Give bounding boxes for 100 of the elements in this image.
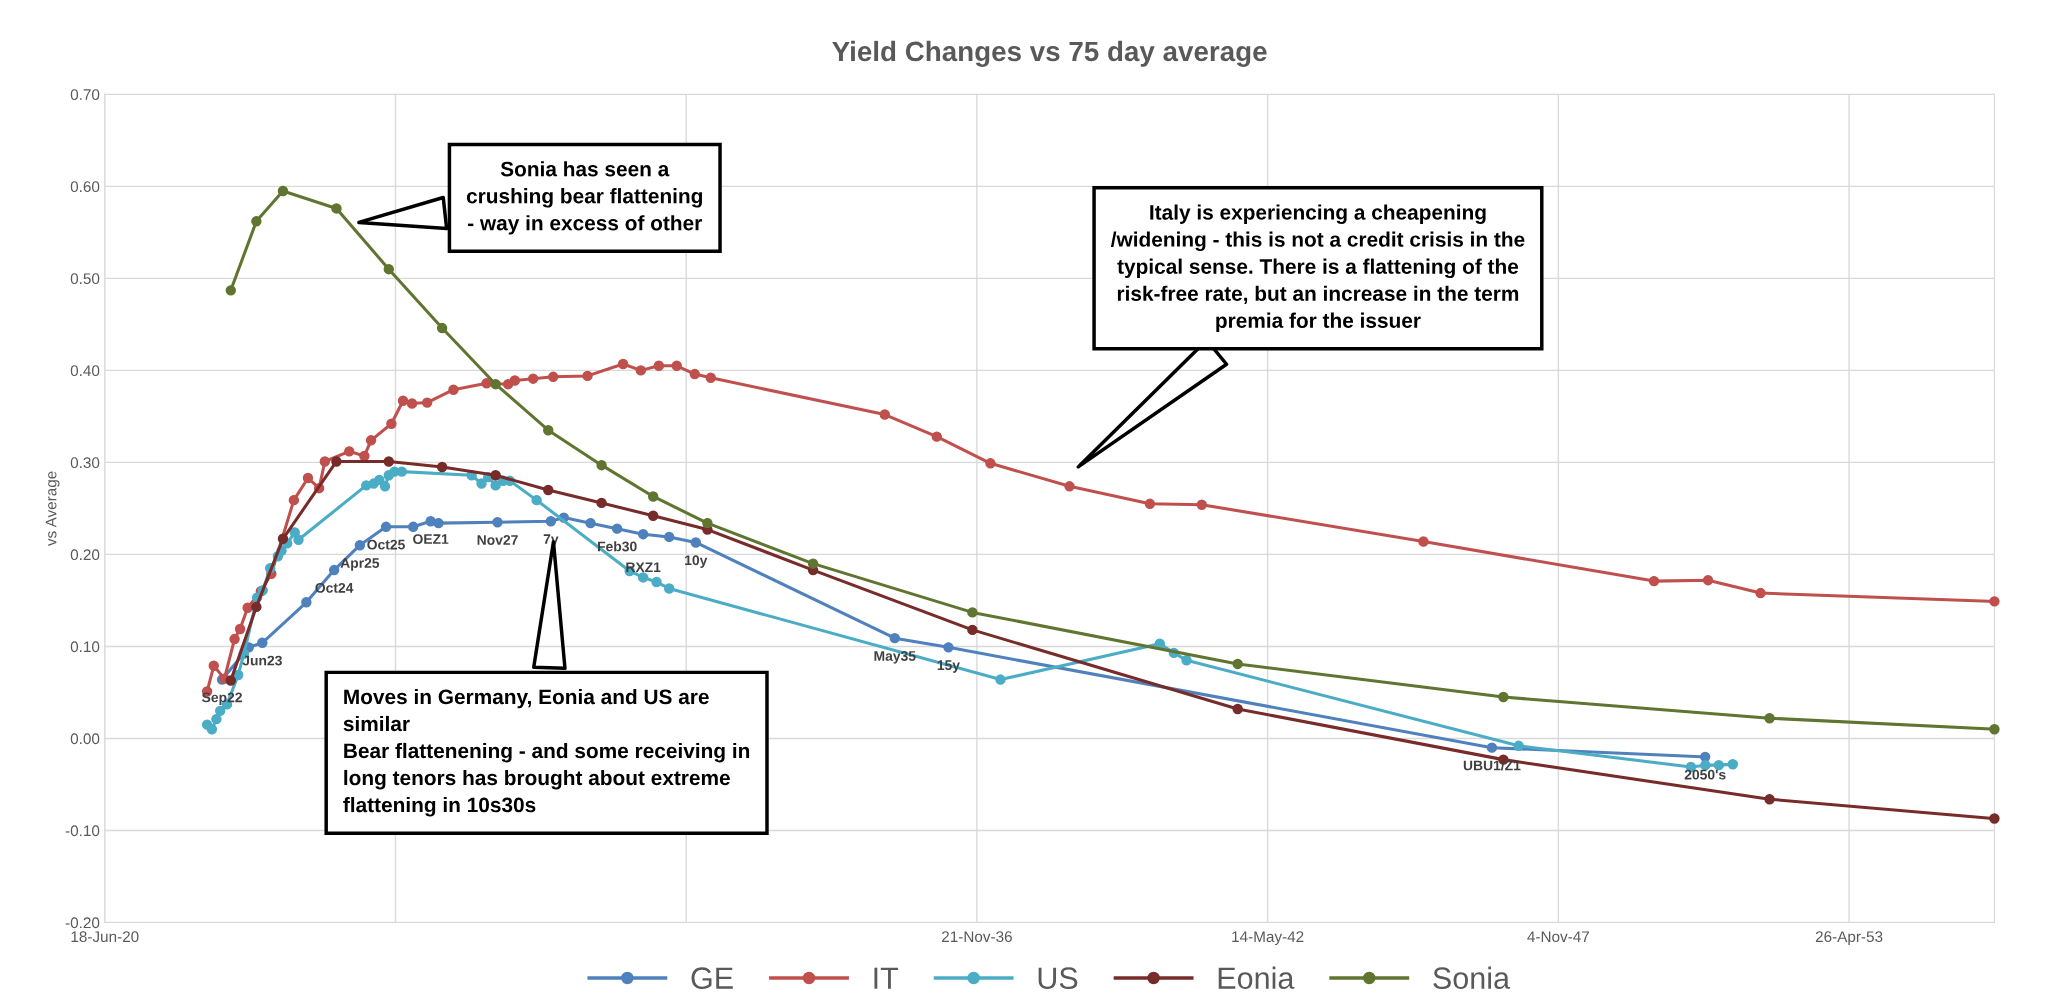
point bbox=[531, 494, 542, 506]
point bbox=[1513, 740, 1524, 752]
y-tick-label: -0.10 bbox=[65, 825, 100, 837]
point bbox=[1727, 759, 1739, 770]
point bbox=[967, 624, 978, 636]
point bbox=[383, 263, 394, 275]
point bbox=[663, 583, 675, 594]
point bbox=[225, 285, 236, 296]
point bbox=[807, 558, 819, 569]
point bbox=[386, 418, 397, 429]
point bbox=[1648, 575, 1660, 587]
annotation: Nov27 bbox=[477, 535, 518, 545]
annotation: Moves in Germany, Eonia and US are similar Bear flattenening - and some receiving in long tenors has brought about extreme flattening in 10s30s bbox=[343, 688, 750, 817]
point bbox=[985, 458, 996, 469]
point bbox=[208, 660, 219, 671]
point bbox=[651, 576, 662, 588]
y-tick-label: 0.10 bbox=[70, 641, 100, 653]
point bbox=[527, 373, 539, 384]
point bbox=[436, 322, 448, 334]
y-tick-label: 0.70 bbox=[70, 89, 100, 101]
point bbox=[547, 371, 559, 383]
legend-label: Sonia bbox=[1433, 966, 1511, 989]
point bbox=[635, 365, 647, 376]
y-tick-label: 0.40 bbox=[70, 365, 100, 377]
point bbox=[1181, 655, 1192, 666]
point bbox=[647, 491, 659, 502]
point bbox=[1702, 574, 1714, 586]
y-tick-label: 0.50 bbox=[70, 273, 100, 285]
point bbox=[1144, 498, 1156, 510]
point bbox=[344, 446, 355, 457]
point bbox=[663, 531, 675, 543]
point bbox=[889, 632, 900, 644]
legend-label: GE bbox=[691, 967, 733, 989]
point bbox=[383, 456, 394, 467]
point bbox=[277, 185, 289, 197]
point bbox=[596, 497, 607, 509]
point bbox=[543, 424, 554, 436]
point bbox=[702, 517, 713, 529]
point bbox=[293, 534, 304, 545]
point bbox=[943, 642, 954, 653]
point bbox=[490, 378, 501, 390]
point bbox=[967, 607, 978, 618]
point bbox=[545, 516, 557, 527]
point bbox=[319, 456, 331, 467]
point bbox=[257, 637, 268, 648]
point bbox=[509, 375, 521, 386]
annotation: Sonia has seen a crushing bear flattening - way in excess of other bbox=[466, 161, 702, 235]
point bbox=[328, 564, 340, 576]
point bbox=[1418, 536, 1429, 547]
point bbox=[379, 481, 391, 492]
annotation: May35 bbox=[874, 651, 916, 664]
point bbox=[653, 360, 665, 371]
point bbox=[637, 572, 649, 583]
legend-label: Eonia bbox=[1218, 966, 1295, 989]
point bbox=[543, 484, 554, 496]
annotation: Italy is experiencing a cheapening /widening - this is not a credit crisis in the typical sense. There is a flattening of the risk-free rate, but an increase in the term premia for the issuer bbox=[1110, 204, 1525, 333]
x-tick-label: 18-Jun-20 bbox=[71, 931, 139, 943]
point bbox=[637, 528, 649, 540]
point bbox=[225, 675, 236, 686]
point bbox=[617, 358, 629, 370]
chart-title: Yield Changes vs 75 day average bbox=[832, 40, 1267, 67]
point bbox=[476, 478, 487, 489]
point bbox=[1755, 587, 1766, 599]
point bbox=[1232, 658, 1243, 670]
point bbox=[302, 472, 314, 484]
point bbox=[229, 633, 240, 645]
point bbox=[585, 517, 596, 529]
point bbox=[214, 705, 226, 717]
point bbox=[995, 674, 1006, 685]
point bbox=[380, 521, 392, 533]
legend-label: IT bbox=[874, 967, 899, 989]
annotation: Apr25 bbox=[340, 558, 380, 571]
point bbox=[374, 474, 385, 486]
point bbox=[406, 398, 418, 409]
point bbox=[397, 395, 409, 406]
point bbox=[242, 602, 253, 614]
point bbox=[1989, 596, 2000, 607]
point bbox=[1232, 703, 1243, 715]
point bbox=[251, 216, 262, 227]
point bbox=[611, 523, 623, 534]
point bbox=[1196, 499, 1207, 510]
annotation: 2050's bbox=[1684, 769, 1726, 780]
point bbox=[436, 461, 448, 473]
point bbox=[234, 623, 246, 635]
point bbox=[354, 540, 366, 551]
annotation: Oct25 bbox=[367, 539, 405, 550]
point bbox=[211, 713, 222, 725]
point bbox=[596, 459, 607, 471]
point bbox=[433, 517, 444, 529]
point bbox=[1486, 742, 1498, 753]
point bbox=[365, 435, 377, 446]
point bbox=[490, 480, 501, 491]
point bbox=[931, 431, 943, 442]
y-tick-label: -0.20 bbox=[65, 917, 100, 929]
point bbox=[251, 601, 262, 613]
point bbox=[448, 384, 459, 395]
point bbox=[705, 372, 716, 383]
point bbox=[407, 521, 419, 533]
point bbox=[1064, 481, 1075, 492]
point bbox=[647, 510, 659, 521]
